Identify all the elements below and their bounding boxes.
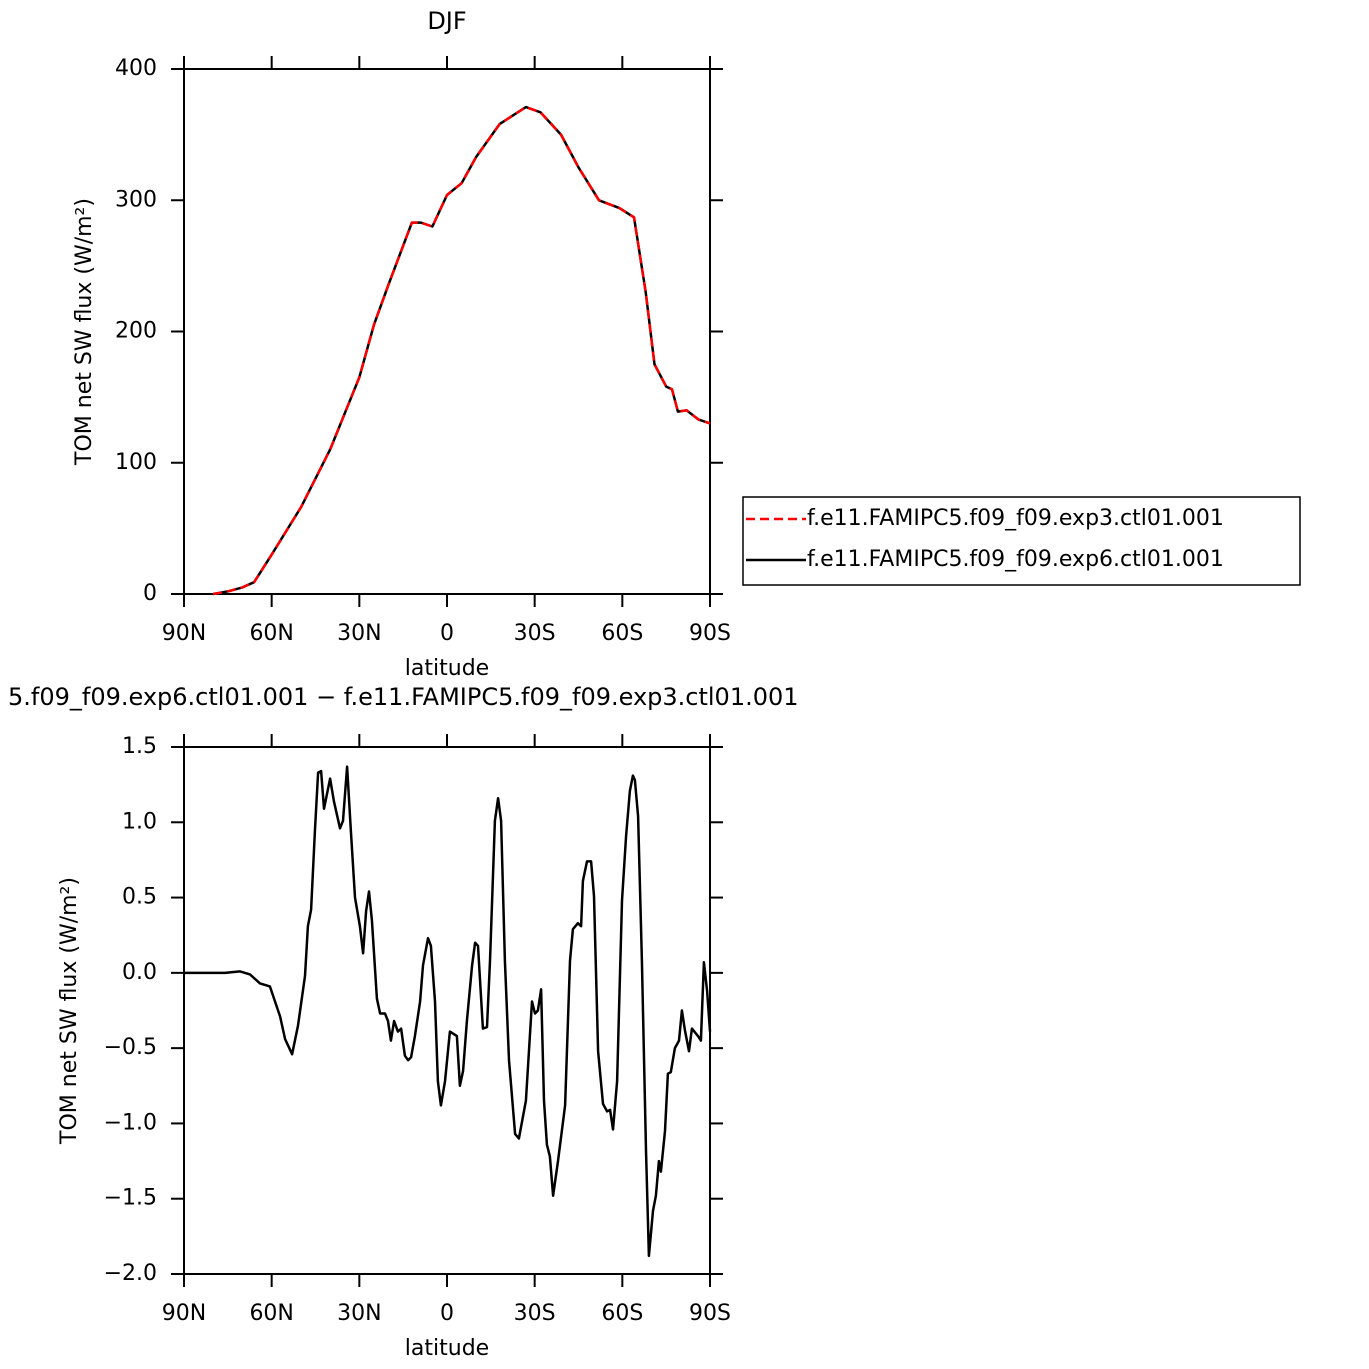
chart-title: DJF bbox=[427, 7, 466, 35]
legend-box bbox=[742, 496, 1301, 586]
x-tick-label: 60S bbox=[601, 1301, 643, 1326]
x-tick-label: 90S bbox=[689, 621, 731, 646]
x-tick-label: 0 bbox=[440, 1301, 454, 1326]
y-tick-label: 0 bbox=[143, 581, 157, 606]
legend-label: f.e11.FAMIPC5.f09_f09.exp6.ctl01.001 bbox=[807, 547, 1224, 572]
x-tick-label: 60S bbox=[601, 621, 643, 646]
data-line bbox=[212, 105, 711, 596]
y-axis-label: TOM net SW flux (W/m²) bbox=[57, 877, 82, 1145]
y-tick-label: 400 bbox=[115, 56, 157, 81]
data-line bbox=[212, 105, 711, 596]
y-tick-label: −1.0 bbox=[104, 1110, 157, 1135]
y-tick-label: 1.0 bbox=[122, 809, 157, 834]
x-tick-label: 0 bbox=[440, 621, 454, 646]
x-axis-label: latitude bbox=[405, 656, 489, 681]
y-axis-label: TOM net SW flux (W/m²) bbox=[72, 198, 97, 466]
x-tick-label: 60N bbox=[249, 621, 293, 646]
y-tick-label: −1.5 bbox=[104, 1186, 157, 1211]
x-tick-label: 90S bbox=[689, 1301, 731, 1326]
plot-frame bbox=[183, 68, 711, 595]
y-tick-label: −0.5 bbox=[104, 1035, 157, 1060]
y-tick-label: 1.5 bbox=[122, 734, 157, 759]
y-tick-label: 200 bbox=[115, 319, 157, 344]
x-tick-label: 30N bbox=[337, 1301, 381, 1326]
legend: f.e11.FAMIPC5.f09_f09.exp3.ctl01.001 f.e1… bbox=[742, 496, 1301, 586]
y-tick-label: 100 bbox=[115, 450, 157, 475]
y-tick-label: −2.0 bbox=[104, 1261, 157, 1286]
x-tick-label: 30S bbox=[514, 1301, 556, 1326]
x-tick-label: 30N bbox=[337, 621, 381, 646]
plot-frame bbox=[183, 746, 711, 1275]
data-line bbox=[184, 765, 712, 1258]
y-tick-label: 0.5 bbox=[122, 885, 157, 910]
x-axis-label: latitude bbox=[405, 1336, 489, 1361]
x-tick-label: 90N bbox=[162, 1301, 206, 1326]
legend-label: f.e11.FAMIPC5.f09_f09.exp3.ctl01.001 bbox=[807, 506, 1224, 531]
y-tick-label: 0.0 bbox=[122, 960, 157, 985]
x-tick-label: 90N bbox=[162, 621, 206, 646]
x-tick-label: 60N bbox=[249, 1301, 293, 1326]
chart-title: 5.f09_f09.exp6.ctl01.001 − f.e11.FAMIPC5… bbox=[8, 683, 799, 711]
x-tick-label: 30S bbox=[514, 621, 556, 646]
y-tick-label: 300 bbox=[115, 187, 157, 212]
